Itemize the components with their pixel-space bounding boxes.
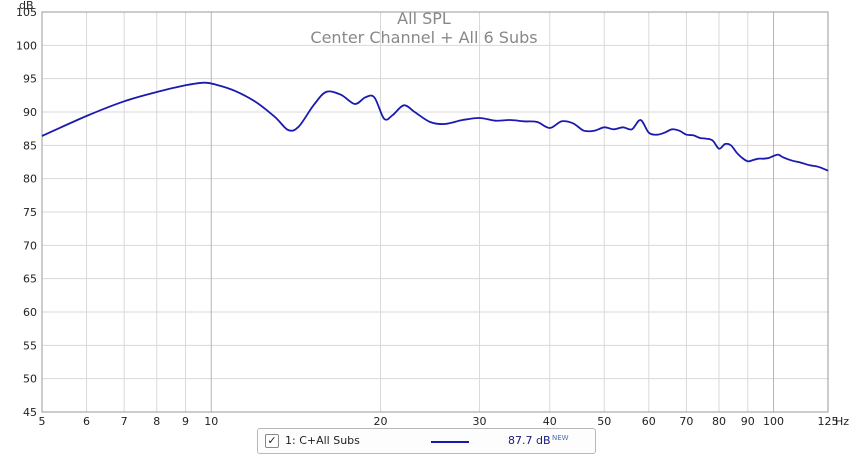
y-axis-ticks: 45 50 55 60 65 70 75 80 85 90 95 100 105: [16, 6, 37, 419]
y-tick-label: 85: [23, 139, 37, 152]
new-badge: NEW: [552, 434, 569, 442]
x-tick-label: 40: [543, 415, 557, 428]
y-tick-label: 90: [23, 106, 37, 119]
x-tick-label: 6: [83, 415, 90, 428]
y-tick-label: 65: [23, 273, 37, 286]
x-tick-label: 70: [679, 415, 693, 428]
y-tick-label: 55: [23, 339, 37, 352]
x-tick-label: 125: [818, 415, 839, 428]
y-tick-label: 100: [16, 39, 37, 52]
y-tick-label: 45: [23, 406, 37, 419]
legend: ✓ 1: C+All Subs 87.7 dB NEW: [257, 428, 596, 454]
x-tick-label: 10: [204, 415, 218, 428]
series-visibility-checkbox[interactable]: ✓: [265, 434, 279, 448]
grid: [41, 11, 828, 413]
x-tick-label: 30: [473, 415, 487, 428]
y-axis-label: dB: [19, 0, 34, 12]
y-tick-label: 105: [16, 6, 37, 19]
x-tick-label: 20: [374, 415, 388, 428]
x-axis-unit: Hz: [835, 415, 849, 428]
chart-subtitle: Center Channel + All 6 Subs: [310, 28, 537, 47]
x-tick-label: 5: [39, 415, 46, 428]
chart-title: All SPL: [397, 9, 451, 28]
series-line-c-all-subs: [41, 81, 829, 172]
x-tick-label: 80: [712, 415, 726, 428]
y-tick-label: 50: [23, 373, 37, 386]
x-tick-label: 50: [597, 415, 611, 428]
legend-value: 87.7 dB: [508, 434, 551, 447]
legend-series-name: 1: C+All Subs: [285, 434, 360, 447]
x-tick-label: 7: [121, 415, 128, 428]
plot-frame: [41, 11, 829, 413]
x-axis-ticks: 5 6 7 8 9 10 20 30 40 50 60 70 80 90 100 125: [39, 415, 839, 428]
y-tick-label: 60: [23, 306, 37, 319]
x-tick-label: 90: [741, 415, 755, 428]
x-tick-label: 60: [642, 415, 656, 428]
x-tick-label: 100: [763, 415, 784, 428]
x-tick-label: 9: [182, 415, 189, 428]
legend-line-swatch: [431, 441, 469, 443]
y-tick-label: 70: [23, 239, 37, 252]
x-tick-label: 8: [153, 415, 160, 428]
y-tick-label: 80: [23, 173, 37, 186]
y-tick-label: 75: [23, 206, 37, 219]
y-tick-label: 95: [23, 73, 37, 86]
